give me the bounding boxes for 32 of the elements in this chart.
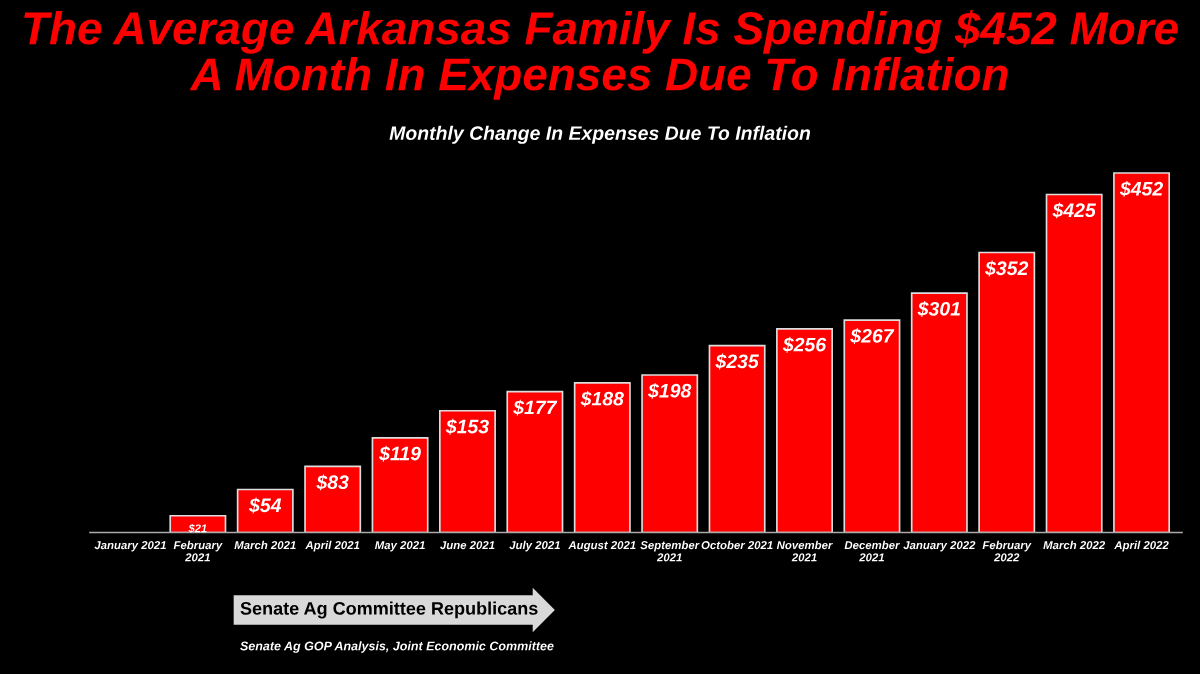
bar xyxy=(573,382,631,533)
data-label: $267 xyxy=(850,328,895,344)
data-label: $235 xyxy=(715,353,759,370)
bar xyxy=(371,436,429,533)
data-label: $177 xyxy=(513,399,558,416)
bar xyxy=(843,319,901,533)
bar xyxy=(1113,172,1171,533)
data-label: $425 xyxy=(1052,202,1097,219)
bar xyxy=(708,344,766,533)
chart-subtitle: Monthly Change In Expenses Due To Inflation xyxy=(389,125,811,144)
data-label: $352 xyxy=(985,260,1029,277)
data-label: $452 xyxy=(1119,180,1163,197)
bar xyxy=(910,292,968,533)
data-label: $83 xyxy=(316,474,349,491)
data-label: $256 xyxy=(782,336,827,353)
data-label: $301 xyxy=(917,301,960,317)
data-label: $198 xyxy=(647,382,692,399)
bar xyxy=(978,251,1036,533)
data-label: $119 xyxy=(379,445,421,462)
bar xyxy=(169,514,227,533)
bar xyxy=(236,488,294,533)
data-label: $54 xyxy=(248,497,282,514)
bar xyxy=(304,465,362,533)
text: Senate Ag Committee Republicans xyxy=(240,601,538,619)
bar xyxy=(641,374,699,533)
chart-title: The Average Arkansas Family Is Spending $452 More A Month In Expenses Due To Inflation xyxy=(24,10,1178,100)
bar xyxy=(506,390,564,533)
data-label: $188 xyxy=(580,390,624,407)
bar xyxy=(1045,193,1103,533)
data-label: $153 xyxy=(445,418,489,435)
bar xyxy=(776,328,833,533)
bar xyxy=(439,409,496,533)
